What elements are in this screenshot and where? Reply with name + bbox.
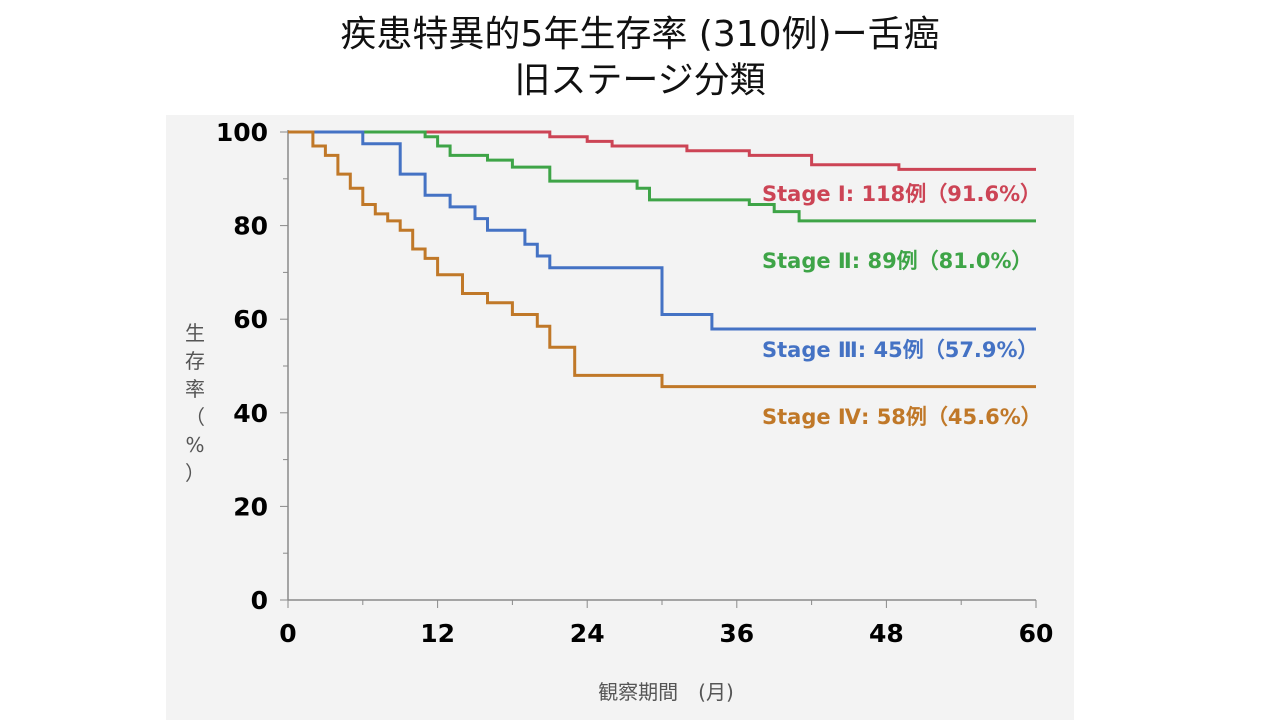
- series-label-1: Stage Ⅰ: 118例（91.6%）: [762, 182, 1041, 206]
- y-tick-label: 100: [216, 118, 268, 147]
- title-line-1: 疾患特異的5年生存率 (310例)ー舌癌: [340, 14, 940, 55]
- y-tick-label: 80: [233, 212, 268, 241]
- series-label-2: Stage Ⅱ: 89例（81.0%）: [762, 249, 1033, 273]
- series-line-3: [288, 130, 1036, 331]
- slide-title: 疾患特異的5年生存率 (310例)ー舌癌 旧ステージ分類: [0, 12, 1280, 104]
- y-tick-label: 40: [233, 399, 268, 428]
- x-tick-label: 48: [869, 619, 904, 648]
- x-tick-label: 24: [570, 619, 605, 648]
- series-labels: Stage Ⅰ: 118例（91.6%） Stage Ⅱ: 89例（81.0%） S…: [762, 182, 1042, 429]
- y-axis-label: 生存率（%）: [185, 321, 205, 485]
- series-line-4: [288, 130, 1036, 389]
- x-tick-label: 0: [279, 619, 296, 648]
- series-line-2: [288, 130, 1036, 223]
- x-axis-label: 観察期間 (月): [598, 680, 734, 704]
- x-tick-label: 12: [420, 619, 455, 648]
- chart-background: [166, 115, 1074, 720]
- y-tick-label: 0: [251, 586, 268, 615]
- series-label-4: Stage Ⅳ: 58例（45.6%）: [762, 405, 1042, 429]
- series-layer: [288, 130, 1036, 389]
- title-line-2: 旧ステージ分類: [514, 60, 766, 101]
- axes: 0 20 40 60 80 100 0 12 24 36 48 60: [216, 118, 1054, 648]
- series-line-1: [288, 130, 1036, 171]
- x-tick-label: 36: [719, 619, 754, 648]
- series-label-3: Stage Ⅲ: 45例（57.9%）: [762, 338, 1039, 362]
- y-tick-label: 20: [233, 492, 268, 521]
- x-tick-label: 60: [1019, 619, 1054, 648]
- y-tick-label: 60: [233, 305, 268, 334]
